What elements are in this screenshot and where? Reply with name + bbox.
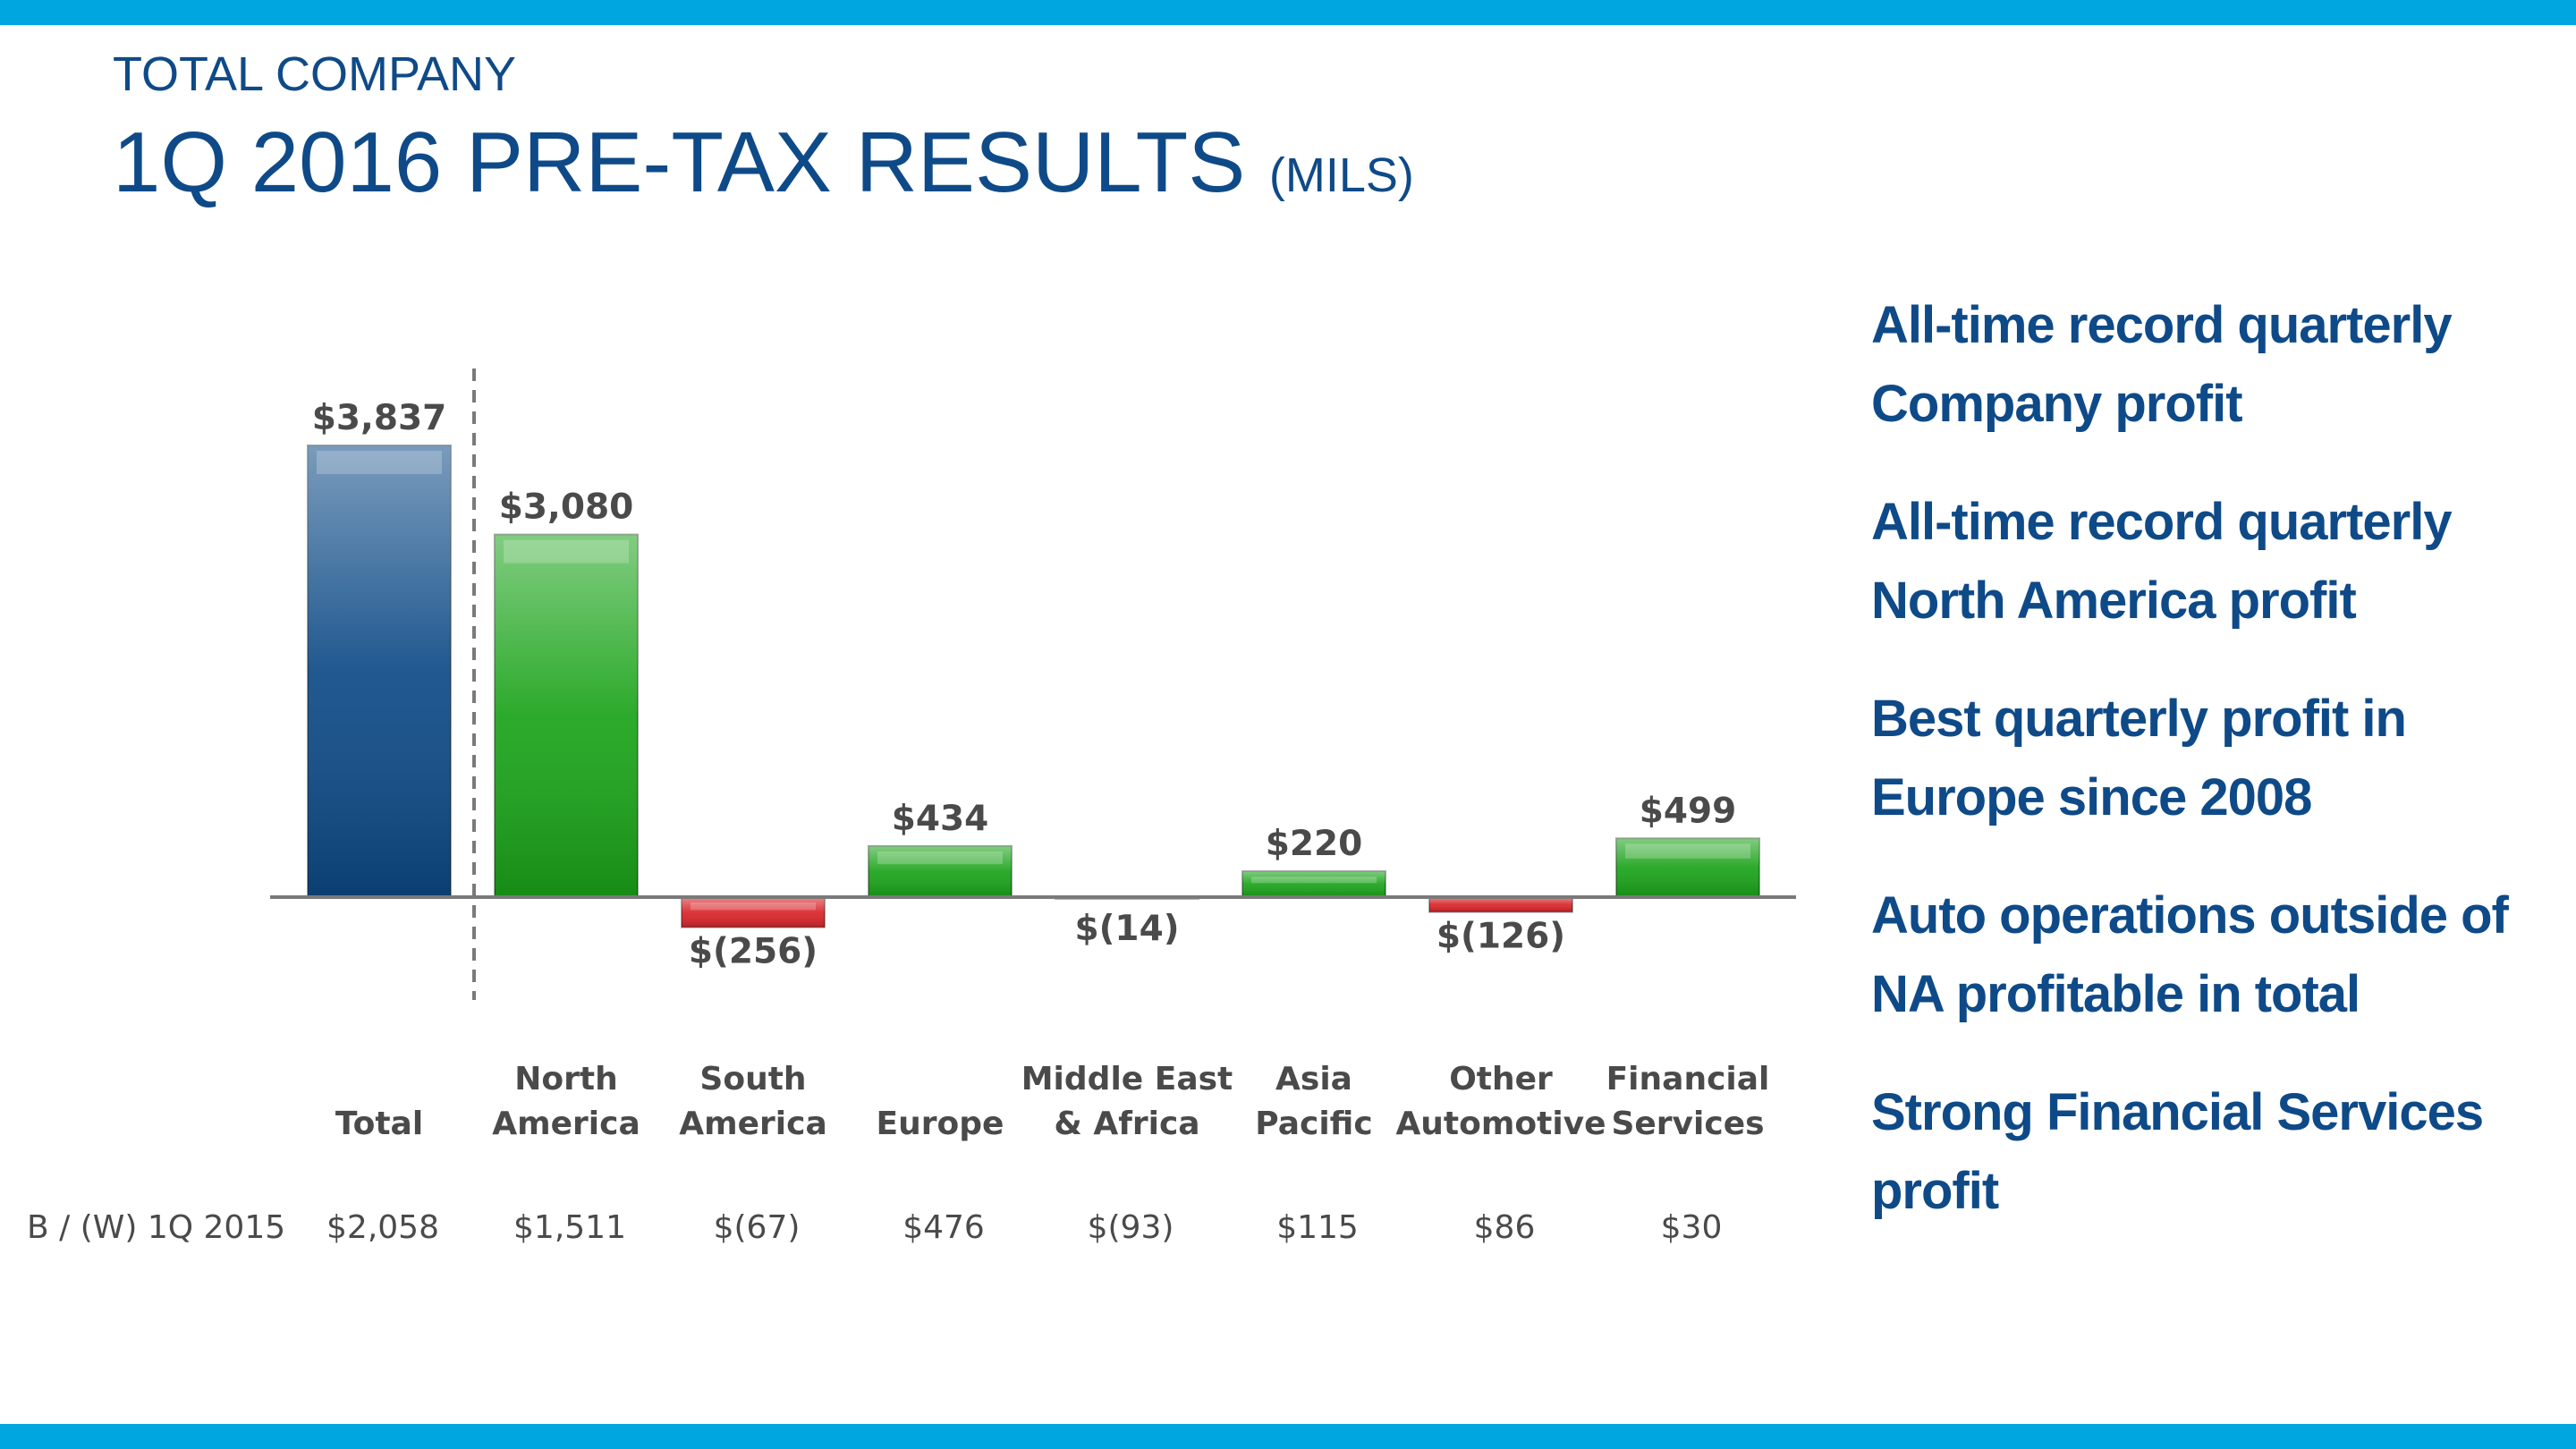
highlight-item: Strong Financial Services profit	[1871, 1083, 2484, 1220]
bar-south-america	[681, 896, 826, 928]
category-label-europe: Europe	[877, 1106, 1004, 1142]
slide-title-units: (MILS)	[1268, 148, 1414, 202]
bar-europe	[868, 844, 1013, 899]
category-label-financial-services: Services	[1611, 1106, 1764, 1142]
top-accent-band	[0, 0, 2576, 25]
value-label-europe: $434	[892, 799, 989, 839]
comparison-row: $2,058 $1,511 $(67) $476 $(93) $115 $86 $30 B / …	[27, 1209, 1722, 1246]
bottom-accent-band	[0, 1424, 2576, 1449]
comparison-row-label: B / (W) 1Q 2015	[27, 1209, 285, 1246]
comparison-value-financial-services: $30	[1661, 1209, 1723, 1246]
category-label-financial-services: Financial	[1606, 1061, 1770, 1097]
bar-asia-pacific	[1241, 870, 1386, 899]
value-label-other-automotive: $(126)	[1436, 917, 1565, 957]
category-label-south-america: America	[679, 1106, 827, 1142]
comparison-value-south-america: $(67)	[714, 1209, 801, 1246]
category-labels-group: Total North America South America Europe Middl…	[335, 1061, 1770, 1142]
value-labels-group: $3,837 $3,080 $(256) $434 $(14) $220 $(126) $49…	[312, 398, 1737, 972]
category-label-asia-pacific: Asia	[1275, 1061, 1352, 1097]
highlight-item: Best quarterly profit in Europe since 20…	[1871, 690, 2407, 826]
bar-north-america	[494, 533, 639, 898]
highlight-item: Auto operations outside of NA profitable…	[1871, 886, 2509, 1023]
bar-total	[307, 445, 452, 898]
slide-title-text: 1Q 2016 PRE-TAX RESULTS	[113, 114, 1246, 210]
value-label-asia-pacific: $220	[1266, 824, 1363, 864]
pretax-results-chart: $3,837 $3,080 $(256) $434 $(14) $220 $(126) $49…	[27, 369, 1796, 1246]
category-label-middle-east-africa: & Africa	[1054, 1106, 1199, 1142]
bar-other-automotive	[1428, 896, 1573, 913]
value-label-middle-east-africa: $(14)	[1074, 909, 1179, 949]
value-label-total: $3,837	[312, 398, 447, 438]
comparison-value-europe: $476	[902, 1209, 985, 1246]
highlights-list: All-time record quarterly Company profit…	[1871, 286, 2551, 1270]
slide-kicker: TOTAL COMPANY	[113, 47, 517, 101]
value-label-financial-services: $499	[1640, 791, 1737, 831]
category-label-total: Total	[335, 1106, 423, 1142]
category-label-other-automotive: Automotive	[1395, 1106, 1606, 1142]
category-label-north-america: North	[514, 1061, 617, 1097]
comparison-value-north-america: $1,511	[513, 1209, 626, 1246]
category-label-south-america: South	[699, 1061, 806, 1097]
highlight-item: All-time record quarterly North America …	[1871, 493, 2453, 630]
comparison-value-middle-east-africa: $(93)	[1088, 1209, 1174, 1246]
comparison-value-total: $2,058	[326, 1209, 439, 1246]
highlight-item: All-time record quarterly Company profit	[1871, 296, 2453, 433]
category-label-middle-east-africa: Middle East	[1021, 1061, 1233, 1097]
value-label-south-america: $(256)	[689, 932, 818, 972]
category-label-asia-pacific: Pacific	[1255, 1106, 1372, 1142]
slide-title: 1Q 2016 PRE-TAX RESULTS (MILS)	[113, 120, 1414, 206]
value-label-north-america: $3,080	[499, 487, 634, 528]
category-label-other-automotive: Other	[1449, 1061, 1553, 1097]
slide-header: TOTAL COMPANY 1Q 2016 PRE-TAX RESULTS (M…	[113, 50, 1414, 206]
bar-financial-services	[1615, 837, 1760, 899]
comparison-value-asia-pacific: $115	[1276, 1209, 1359, 1246]
comparison-value-other-automotive: $86	[1474, 1209, 1536, 1246]
bars-group	[307, 445, 1760, 928]
category-label-north-america: America	[492, 1106, 640, 1142]
